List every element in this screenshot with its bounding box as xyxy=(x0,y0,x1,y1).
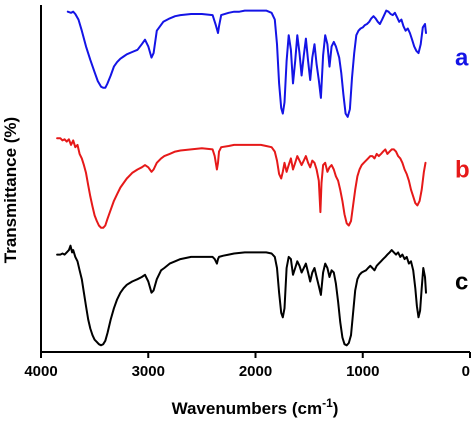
x-axis-title-superscript: -1 xyxy=(322,396,333,410)
series-line-b xyxy=(56,137,427,229)
x-axis-title-main: Wavenumbers (cm xyxy=(172,399,323,418)
series-line-c xyxy=(56,244,427,347)
axes xyxy=(40,5,470,353)
x-tick-label: 1000 xyxy=(346,363,379,380)
x-axis-title-close: ) xyxy=(333,399,339,418)
x-tick-label: 2000 xyxy=(239,363,272,380)
x-axis-title: Wavenumbers (cm-1) xyxy=(172,396,339,418)
x-tick-label: 3000 xyxy=(132,363,165,380)
series-labels: a b c xyxy=(455,45,470,296)
series-label-c: c xyxy=(455,268,468,295)
x-tick-label: 0 xyxy=(462,363,470,380)
x-ticks: 4000 3000 2000 1000 0 xyxy=(24,352,471,380)
series-group xyxy=(56,9,427,347)
x-tick-label: 4000 xyxy=(24,363,57,380)
series-line-a xyxy=(66,9,427,118)
y-axis-title: Transmittance (%) xyxy=(1,117,20,263)
series-label-b: b xyxy=(455,157,470,184)
series-label-a: a xyxy=(455,45,469,72)
